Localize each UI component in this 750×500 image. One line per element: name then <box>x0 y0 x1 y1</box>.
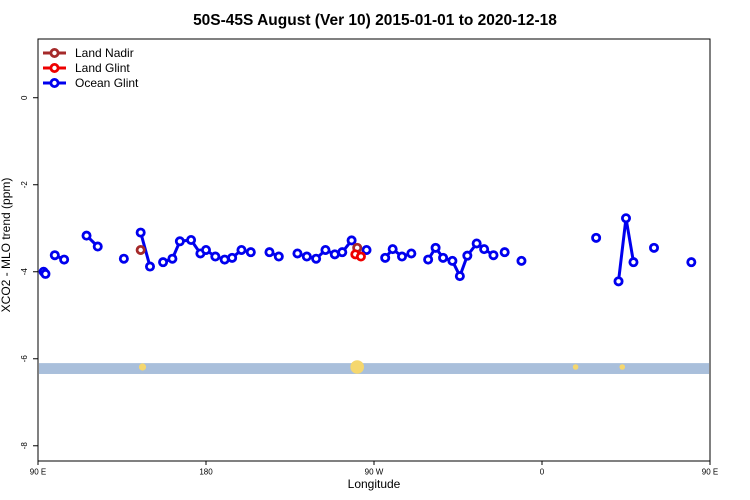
ocean-glint-point-5-2 <box>174 236 185 247</box>
ocean-glint-point-9-2 <box>396 251 407 262</box>
x-tick-label-4: 90 E <box>702 468 718 477</box>
y-tick-label-3: -6 <box>20 355 29 363</box>
ocean-glint-point-0-1 <box>40 268 51 279</box>
ocean-glint-point-2-1 <box>92 241 103 252</box>
ocean-glint-point-12-0 <box>516 255 527 266</box>
ocean-glint-point-5-5 <box>200 244 211 255</box>
ocean-glint-point-7-1 <box>301 251 312 262</box>
ocean-glint-point-5-6 <box>210 251 221 262</box>
ocean-glint-point-8-0 <box>361 244 372 255</box>
ocean-glint-point-9-3 <box>406 248 417 259</box>
legend-label-ocean-glint: Ocean Glint <box>75 76 139 90</box>
x-tick-label-2: 90 W <box>365 468 384 477</box>
ocean-glint-point-6-1 <box>273 251 284 262</box>
legend-swatch-marker <box>49 63 60 74</box>
legend-item-land-glint: Land Glint <box>43 61 130 75</box>
legend-label-land-nadir: Land Nadir <box>75 46 134 60</box>
chart-title: 50S-45S August (Ver 10) 2015-01-01 to 20… <box>193 12 557 29</box>
ocean-glint-point-7-2 <box>311 253 322 264</box>
ocean-glint-point-11-0 <box>499 247 510 258</box>
ocean-glint-point-6-0 <box>264 247 275 258</box>
x-axis-label: Longitude <box>348 477 401 491</box>
ocean-glint-point-7-3 <box>320 244 331 255</box>
land-nadir-point-0-0 <box>135 244 146 255</box>
land-glint-point-0-1 <box>355 251 366 262</box>
legend-item-ocean-glint: Ocean Glint <box>43 76 139 90</box>
band-marker-1 <box>350 360 365 374</box>
ocean-glint-point-3-0 <box>118 253 129 264</box>
ocean-glint-point-5-7 <box>219 254 230 265</box>
ocean-glint-point-5-0 <box>158 257 169 268</box>
ocean-glint-point-9-1 <box>387 244 398 255</box>
y-axis: 0 -2 -4 -6 -8 <box>20 95 38 449</box>
ocean-glint-point-4-0 <box>135 227 146 238</box>
ocean-glint-point-15-0 <box>649 242 660 253</box>
ocean-glint-point-14-1 <box>621 213 632 224</box>
series-land-glint <box>350 249 366 262</box>
ocean-glint-point-5-1 <box>167 253 178 264</box>
ocean-glint-point-7-6 <box>346 235 357 246</box>
ocean-glint-point-16-0 <box>686 257 697 268</box>
x-tick-label-1: 180 <box>199 468 213 477</box>
ocean-glint-point-13-0 <box>591 232 602 243</box>
band-layer <box>39 360 709 374</box>
ocean-glint-point-7-0 <box>292 248 303 259</box>
legend-item-land-nadir: Land Nadir <box>43 46 134 60</box>
ocean-glint-point-5-3 <box>186 234 197 245</box>
y-axis-label: XCO2 - MLO trend (ppm) <box>0 178 13 313</box>
legend-swatch-marker <box>49 78 60 89</box>
legend-swatch-marker <box>49 48 60 59</box>
band-marker-3 <box>619 364 626 370</box>
ocean-glint-point-10-1 <box>430 242 441 253</box>
ocean-glint-point-10-8 <box>488 250 499 261</box>
ocean-glint-point-14-2 <box>628 257 639 268</box>
x-tick-label-0: 90 E <box>30 468 46 477</box>
ocean-glint-point-5-9 <box>236 244 247 255</box>
y-tick-label-1: -2 <box>20 181 29 189</box>
ocean-glint-point-9-0 <box>380 252 391 263</box>
ocean-glint-point-5-10 <box>245 247 256 258</box>
ocean-glint-point-1-1 <box>59 254 70 265</box>
x-axis: 90 E 180 90 W 0 90 E <box>30 461 718 477</box>
series-ocean-glint <box>38 213 697 287</box>
ocean-glint-point-4-1 <box>144 261 155 272</box>
ocean-glint-point-7-5 <box>337 247 348 258</box>
ocean-glint-point-10-7 <box>479 244 490 255</box>
band-marker-0 <box>138 363 147 371</box>
ocean-glint-point-14-0 <box>613 276 624 287</box>
ocean-glint-point-10-4 <box>454 271 465 282</box>
legend-label-land-glint: Land Glint <box>75 61 130 75</box>
x-tick-label-3: 0 <box>540 468 545 477</box>
y-tick-label-4: -8 <box>20 442 29 450</box>
band-marker-2 <box>572 364 579 370</box>
y-tick-label-2: -4 <box>20 268 29 276</box>
ocean-glint-point-10-6 <box>471 238 482 249</box>
ocean-glint-point-1-0 <box>49 250 60 261</box>
series-layer <box>38 213 697 287</box>
y-tick-label-0: 0 <box>20 95 29 100</box>
ocean-glint-point-10-0 <box>423 254 434 265</box>
ocean-glint-point-10-3 <box>447 255 458 266</box>
band <box>39 363 709 374</box>
ocean-glint-point-5-8 <box>227 252 238 263</box>
ocean-glint-point-10-2 <box>438 252 449 263</box>
ocean-glint-point-10-5 <box>462 250 473 261</box>
ocean-glint-point-2-0 <box>81 230 92 241</box>
ocean-glint-line-14 <box>617 217 635 282</box>
